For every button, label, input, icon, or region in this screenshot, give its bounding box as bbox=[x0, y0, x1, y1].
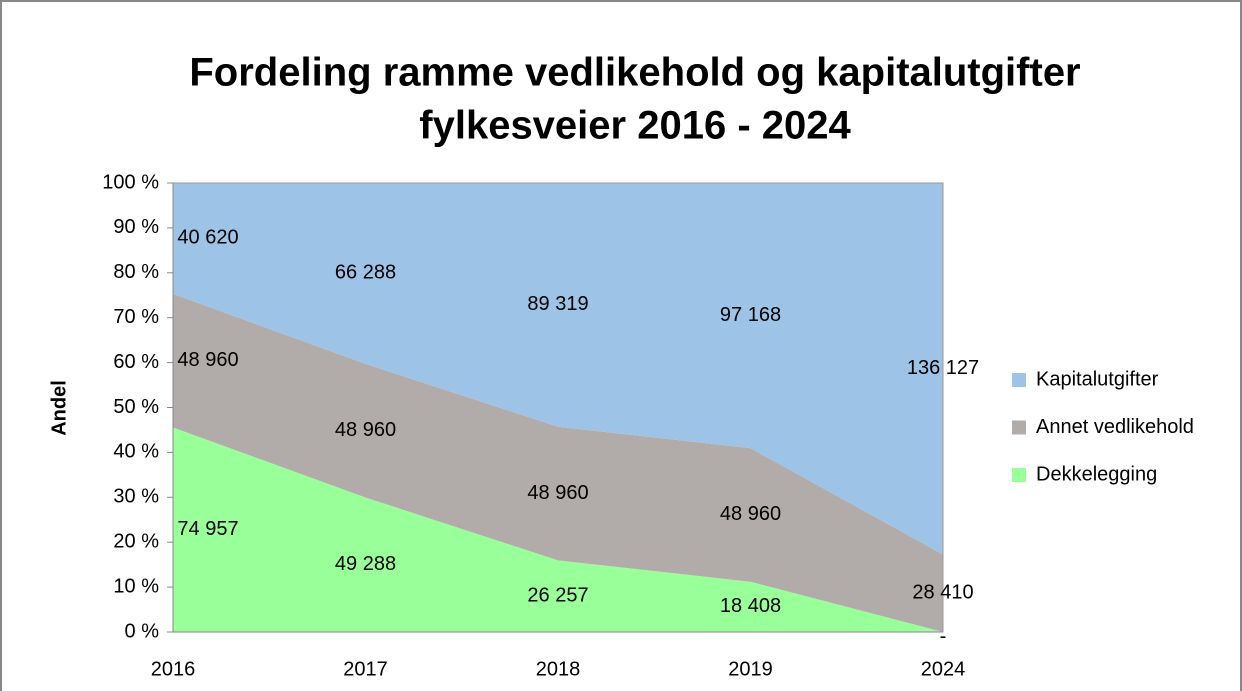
legend-swatch bbox=[1012, 373, 1026, 387]
data-label: 97 168 bbox=[720, 304, 781, 326]
data-label: 48 960 bbox=[720, 503, 781, 525]
y-tick-label: 0 % bbox=[125, 620, 160, 642]
y-tick-label: 30 % bbox=[113, 486, 159, 508]
data-label: 136 127 bbox=[907, 357, 979, 379]
data-label: 89 319 bbox=[527, 293, 588, 315]
data-label: 48 960 bbox=[527, 482, 588, 504]
data-label: 74 957 bbox=[177, 518, 238, 540]
y-tick-label: 100 % bbox=[102, 171, 159, 193]
chart-title: fylkesveier 2016 - 2024 bbox=[419, 104, 851, 148]
y-tick-label: 40 % bbox=[113, 441, 159, 463]
legend-label: Dekkelegging bbox=[1036, 463, 1157, 485]
y-axis-label: Andel bbox=[48, 380, 70, 436]
data-label: 26 257 bbox=[527, 584, 588, 606]
data-label: - bbox=[940, 625, 947, 647]
data-label: 40 620 bbox=[177, 227, 238, 249]
y-tick-label: 70 % bbox=[113, 306, 159, 328]
legend-label: Annet vedlikehold bbox=[1036, 416, 1194, 438]
x-tick-label: 2016 bbox=[151, 658, 196, 680]
data-label: 48 960 bbox=[335, 419, 396, 441]
y-tick-label: 10 % bbox=[113, 575, 159, 597]
area bbox=[173, 427, 943, 632]
data-label: 48 960 bbox=[177, 349, 238, 371]
data-label: 66 288 bbox=[335, 262, 396, 284]
y-tick-label: 20 % bbox=[113, 530, 159, 552]
x-tick-label: 2024 bbox=[921, 658, 966, 680]
legend-label: Kapitalutgifter bbox=[1036, 368, 1159, 390]
x-tick-label: 2018 bbox=[536, 658, 581, 680]
legend-swatch bbox=[1012, 468, 1026, 482]
area bbox=[173, 293, 943, 632]
y-tick-label: 80 % bbox=[113, 261, 159, 283]
data-label: 28 410 bbox=[912, 582, 973, 604]
data-label: 49 288 bbox=[335, 553, 396, 575]
area bbox=[173, 183, 943, 555]
y-tick-label: 90 % bbox=[113, 216, 159, 238]
y-tick-label: 60 % bbox=[113, 351, 159, 373]
x-tick-label: 2019 bbox=[728, 658, 773, 680]
y-tick-label: 50 % bbox=[113, 396, 159, 418]
x-tick-label: 2017 bbox=[343, 658, 388, 680]
legend-swatch bbox=[1012, 420, 1026, 435]
chart-title: Fordeling ramme vedlikehold og kapitalut… bbox=[189, 51, 1080, 95]
data-label: 18 408 bbox=[720, 595, 781, 617]
